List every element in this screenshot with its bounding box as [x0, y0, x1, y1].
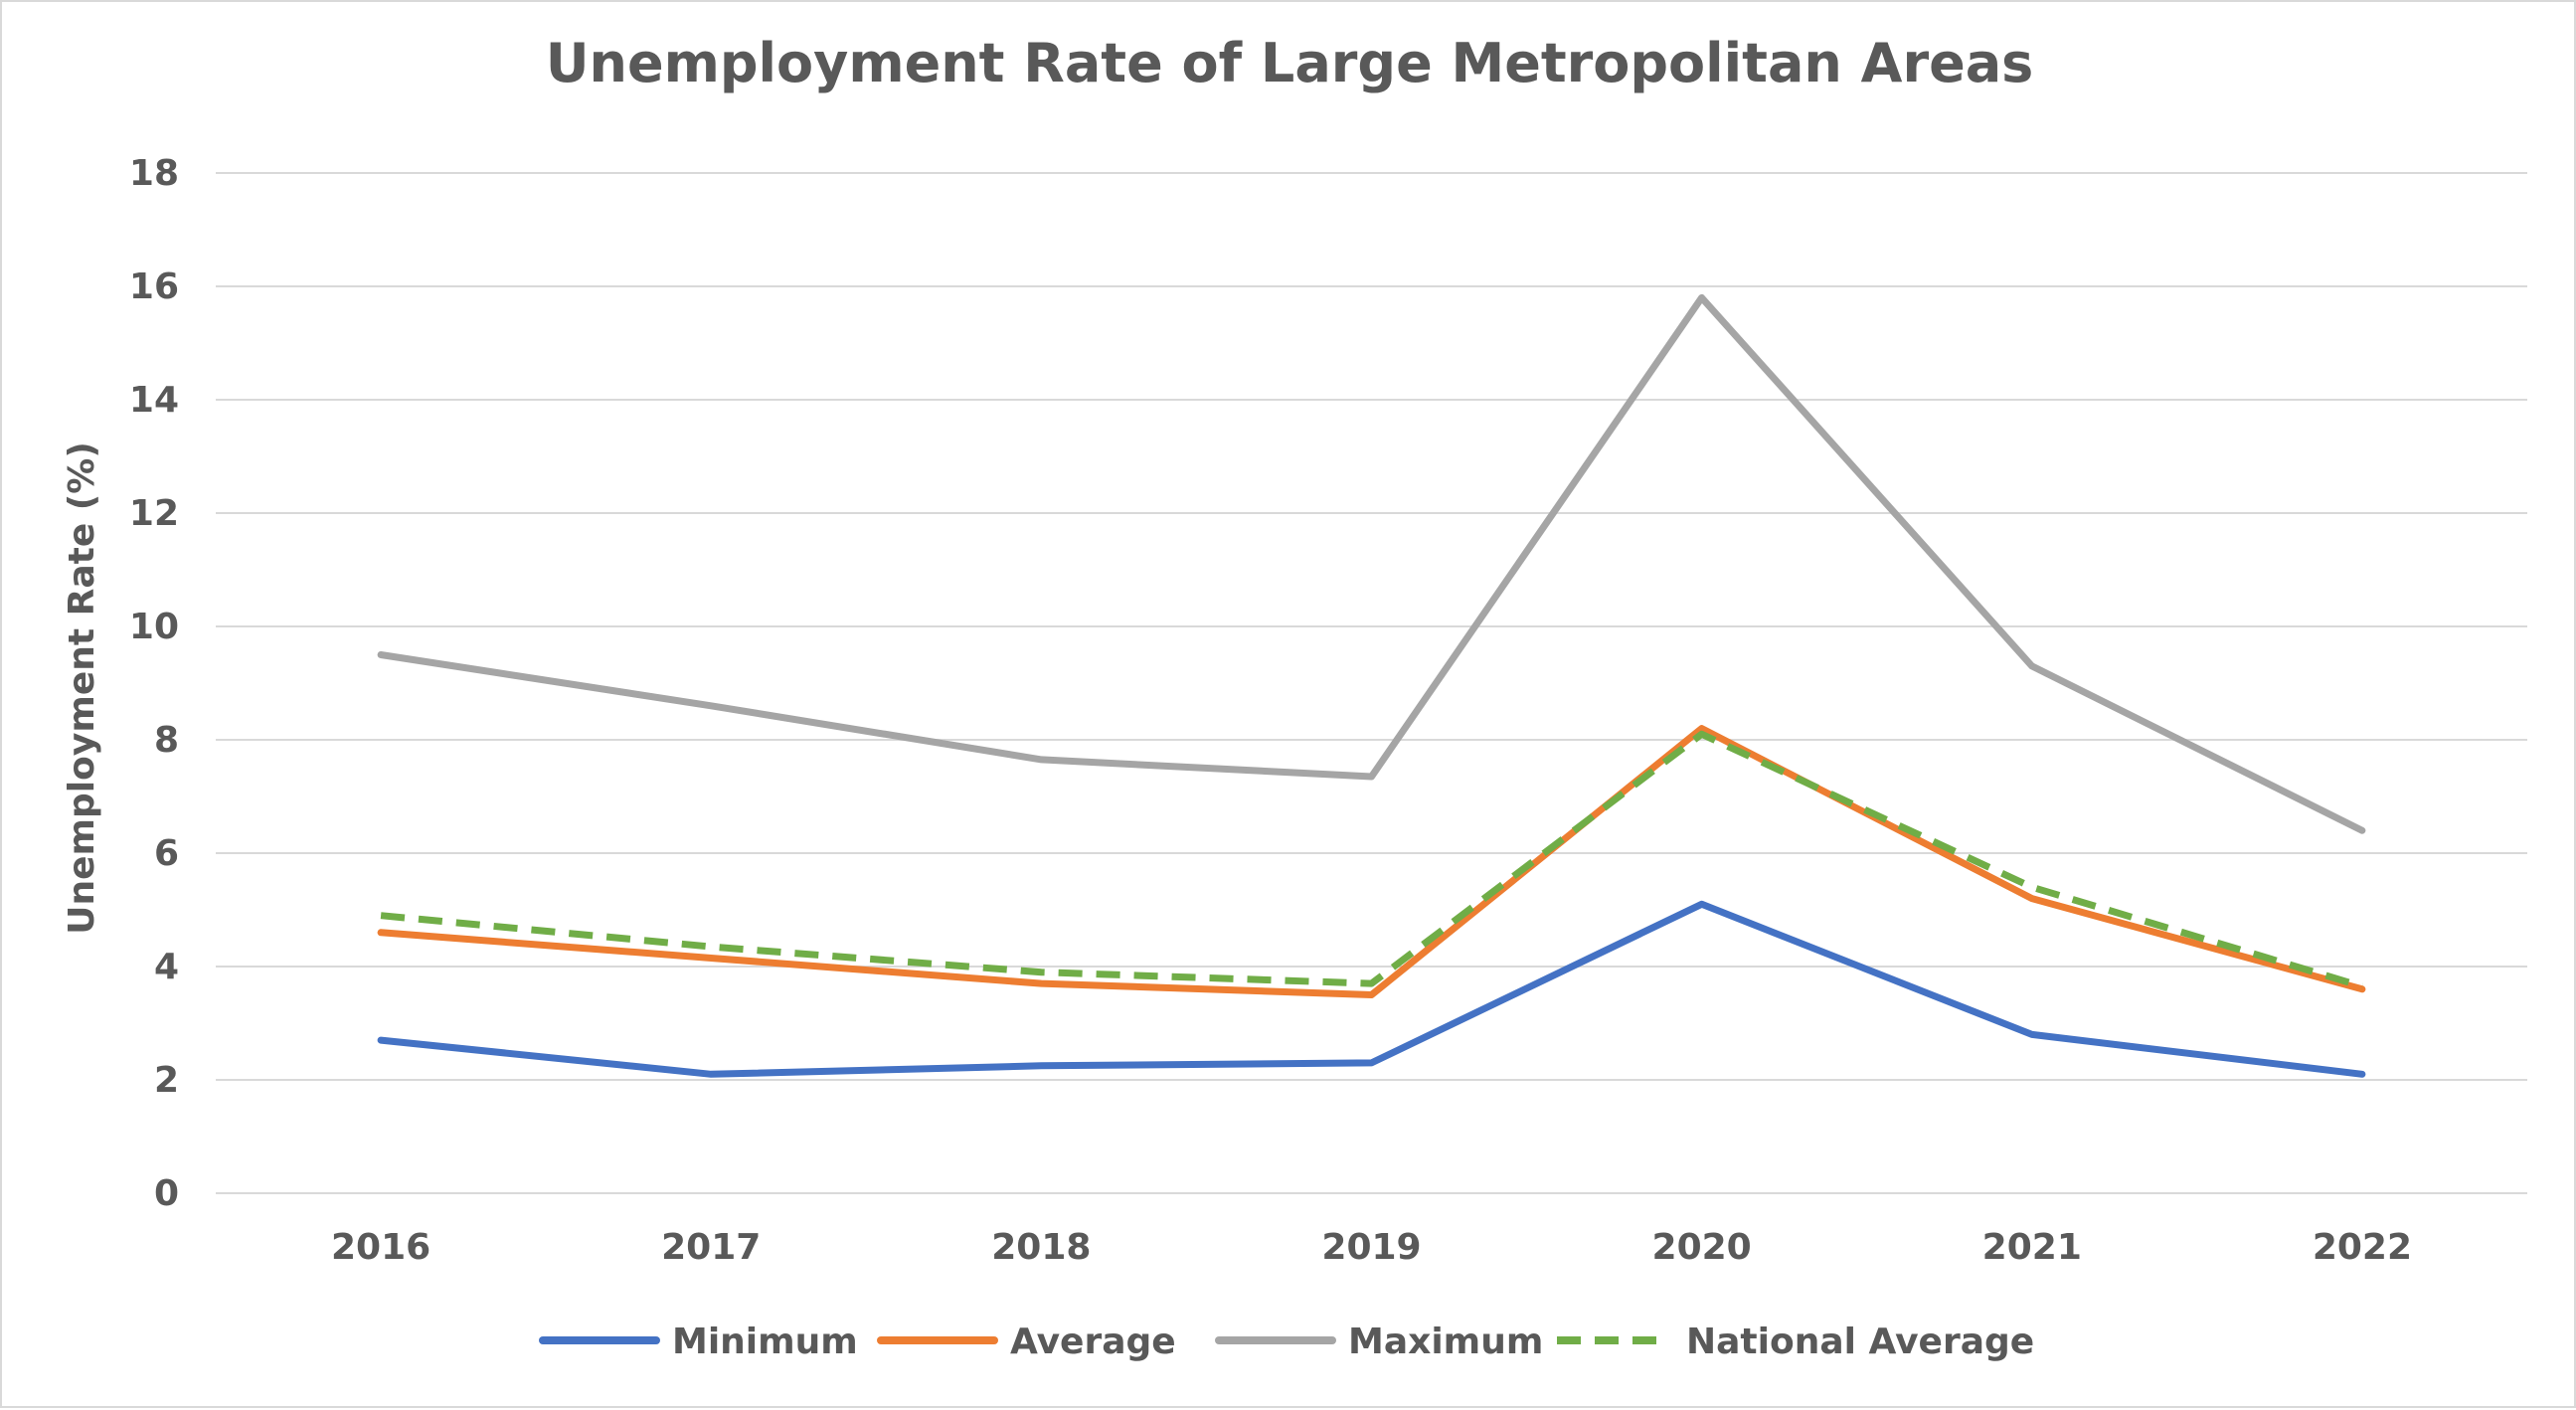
x-axis-ticks: 2016 2017 2018 2019 2020 2021 2022: [331, 1227, 2412, 1268]
legend: Minimum Average Maximum National Average: [539, 1322, 2034, 1362]
y-axis-label: Unemployment Rate (%): [62, 441, 102, 935]
y-tick-label: 16: [129, 266, 179, 307]
x-tick-label: 2022: [2313, 1227, 2412, 1268]
legend-item-average: Average: [877, 1322, 1176, 1362]
series-line-average: [377, 725, 2366, 998]
y-tick-label: 10: [129, 607, 179, 647]
legend-label: National Average: [1686, 1322, 2034, 1362]
x-tick-label: 2016: [331, 1227, 430, 1268]
y-tick-label: 18: [129, 153, 179, 194]
gridlines: [216, 172, 2527, 1194]
legend-label: Average: [1010, 1322, 1176, 1362]
x-tick-label: 2021: [1982, 1227, 2082, 1268]
legend-label: Maximum: [1348, 1322, 1543, 1362]
x-tick-label: 2020: [1652, 1227, 1752, 1268]
y-tick-label: 8: [154, 720, 179, 761]
series-lines: [377, 293, 2366, 1078]
legend-item-maximum: Maximum: [1215, 1322, 1543, 1362]
legend-item-minimum: Minimum: [539, 1322, 858, 1362]
x-tick-label: 2018: [991, 1227, 1091, 1268]
x-tick-label: 2019: [1321, 1227, 1421, 1268]
legend-item-national-average: National Average: [1557, 1322, 2034, 1362]
chart-title: Unemployment Rate of Large Metropolitan …: [546, 32, 2034, 94]
y-tick-label: 6: [154, 833, 179, 874]
series-line-minimum: [377, 900, 2366, 1078]
legend-label: Minimum: [672, 1322, 858, 1362]
x-tick-label: 2017: [661, 1227, 761, 1268]
y-tick-label: 4: [154, 947, 179, 987]
y-tick-label: 2: [154, 1060, 179, 1101]
y-tick-label: 14: [129, 380, 179, 421]
y-tick-label: 12: [129, 493, 179, 534]
series-line-maximum: [377, 293, 2366, 834]
series-line-national-average: [380, 730, 2363, 990]
y-tick-label: 0: [154, 1173, 179, 1214]
y-axis-ticks: 0 2 4 6 8 10 12 14 16 18: [129, 153, 179, 1214]
